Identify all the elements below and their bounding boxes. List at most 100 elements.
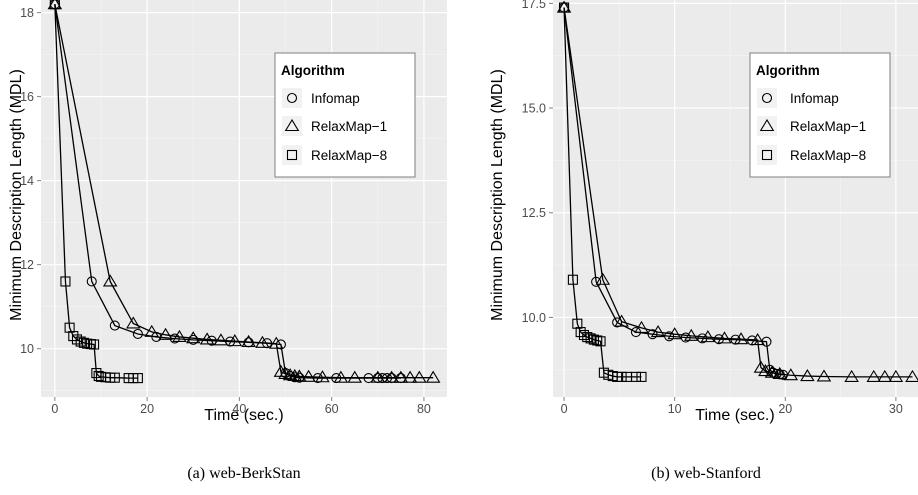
x-tick-label: 0 [561, 402, 568, 416]
legend-key-circle [286, 92, 298, 104]
data-point-triangle [384, 370, 399, 383]
legend: Algorithm Infomap RelaxMap−1 RelaxMap−8 [274, 52, 416, 178]
x-tick-label: 40 [232, 402, 246, 416]
legend-key-background [757, 88, 777, 108]
data-point-triangle [393, 370, 409, 383]
data-point-triangle [764, 365, 780, 378]
data-point-triangle [425, 370, 441, 383]
data-point-square [64, 322, 75, 333]
data-point-triangle [772, 366, 788, 380]
data-point-triangle [126, 316, 141, 329]
data-point-triangle [634, 320, 649, 333]
legend: Algorithm Infomap RelaxMap−1 RelaxMap−8 [749, 52, 891, 178]
panel-web-stanford: 0 10 20 30 10.0 12.5 15.0 17.5 Time (sec.) Min… [489, 0, 918, 482]
legend-key-triangle [284, 118, 300, 132]
series-triangle [556, 0, 918, 382]
data-point-triangle [213, 333, 229, 346]
legend-title: Algorithm [756, 63, 820, 78]
legend-key-background [282, 88, 302, 108]
y-ticks: 10.0 12.5 15.0 17.5 [522, 0, 553, 325]
data-point-square [71, 334, 83, 345]
data-point-triangle [199, 332, 215, 345]
y-tick-label: 15.0 [522, 102, 546, 116]
x-ticks: 0 20 40 60 80 [51, 397, 431, 416]
data-point-triangle [905, 369, 918, 382]
data-point-triangle [412, 370, 427, 383]
legend-key-square [286, 149, 298, 161]
y-tick-label: 10 [20, 342, 34, 356]
y-tick-label: 10.0 [522, 311, 546, 325]
data-point-triangle [650, 325, 666, 338]
legend-label-relaxmap-1: RelaxMap−1 [311, 119, 387, 134]
data-point-triangle [844, 369, 859, 382]
data-point-square [93, 370, 104, 382]
x-tick-label: 30 [889, 402, 903, 416]
x-tick-label: 0 [51, 402, 58, 416]
data-point-triangle [255, 335, 270, 348]
data-point-triangle [158, 327, 173, 340]
data-point-triangle [269, 336, 284, 349]
series-layer [556, 0, 918, 382]
x-tick-label: 60 [325, 402, 339, 416]
x-tick-label: 20 [140, 402, 154, 416]
caption: (b) web-Stanford [651, 465, 761, 482]
data-point-circle [132, 328, 143, 340]
data-point-circle [169, 333, 180, 344]
data-point-triangle [370, 370, 386, 383]
y-tick-label: 12 [20, 258, 34, 272]
data-point-square [636, 371, 647, 382]
data-point-square [49, 0, 60, 10]
y-tick-label: 12.5 [522, 206, 546, 220]
legend-key-background [282, 145, 302, 165]
data-point-triangle [816, 369, 832, 382]
data-point-triangle [750, 332, 765, 346]
data-point-square [109, 372, 120, 383]
caption: (a) web-BerkStan [187, 465, 300, 482]
data-point-square [595, 336, 606, 347]
data-point-square [132, 373, 143, 384]
data-point-square [89, 339, 100, 350]
data-point-triangle [888, 369, 904, 382]
legend-keys [282, 88, 302, 165]
x-tick-label: 80 [417, 402, 431, 416]
data-point-triangle [595, 272, 611, 285]
data-point-triangle [144, 324, 159, 337]
legend-title: Algorithm [281, 63, 345, 78]
data-point-square [78, 337, 89, 348]
data-point-triangle [278, 366, 293, 379]
data-point-triangle [683, 328, 699, 341]
data-point-square [75, 336, 86, 347]
data-point-square [60, 276, 71, 287]
y-tick-label: 16 [20, 90, 34, 104]
data-point-triangle [866, 369, 882, 382]
data-point-triangle [301, 369, 316, 382]
legend-label-infomap: Infomap [311, 91, 360, 106]
legend-label-relaxmap-1: RelaxMap−1 [790, 119, 866, 134]
data-point-square [582, 332, 593, 343]
y-tick-label: 18 [20, 6, 34, 20]
data-point-triangle [800, 368, 815, 382]
data-point-circle [206, 335, 217, 346]
series-layer [47, 0, 441, 384]
data-point-triangle [758, 363, 773, 377]
x-ticks: 0 10 20 30 [561, 397, 903, 416]
data-point-circle [109, 320, 120, 331]
data-point-circle [612, 317, 623, 328]
data-point-square [578, 329, 590, 341]
legend-key-circle [761, 92, 773, 104]
legend-keys [757, 88, 777, 165]
data-point-triangle [877, 369, 893, 382]
data-point-square [630, 371, 642, 382]
y-ticks: 10 12 14 16 18 [20, 6, 41, 356]
x-tick-label: 20 [778, 402, 792, 416]
major-grid [41, 0, 447, 397]
legend-key-background [757, 145, 777, 165]
y-tick-label: 17.5 [522, 0, 546, 11]
data-point-square [68, 331, 79, 342]
series-square [49, 0, 143, 384]
series-line [54, 4, 434, 379]
panel-web-berkstan: 0 20 40 60 80 10 12 14 16 18 Time (sec.) Minimum… [8, 0, 447, 482]
data-point-circle [713, 334, 724, 345]
data-point-triangle [102, 274, 118, 287]
